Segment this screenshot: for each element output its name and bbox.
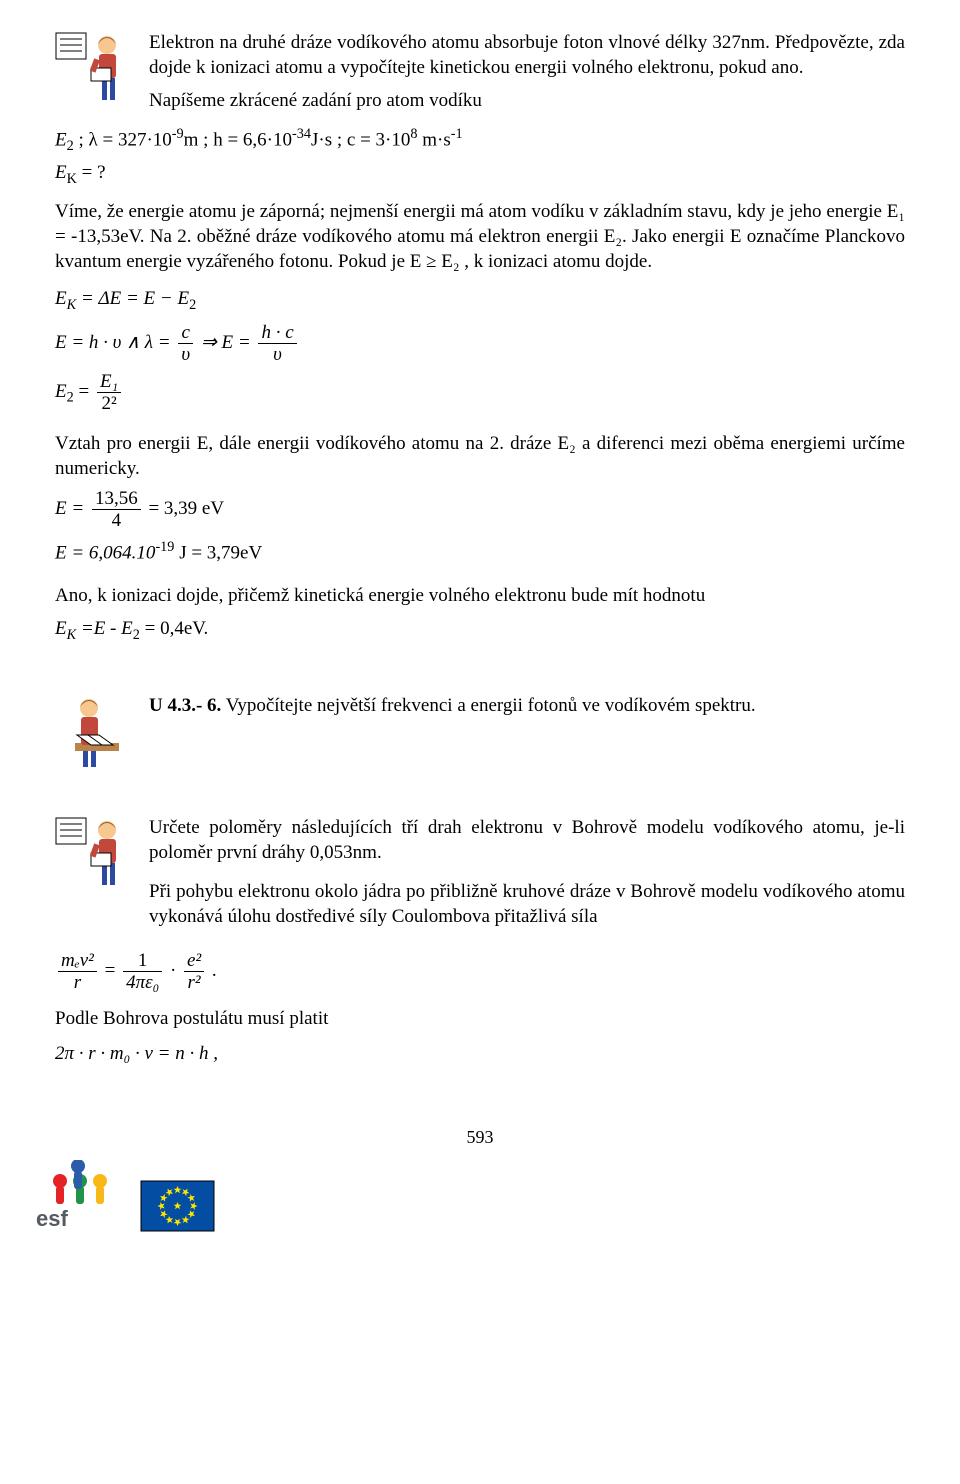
problem3-para: Při pohybu elektronu okolo jádra po přib…: [149, 879, 905, 929]
problem1-conclusion: Ano, k ionizaci dojde, přičemž kinetická…: [55, 583, 905, 608]
problem1-numeric: E = 13,564 = 3,39 eV E = 6,064.10-19 J =…: [55, 489, 905, 565]
page-number: 593: [55, 1126, 905, 1150]
problem1-given-line2: EK = ?: [55, 160, 905, 189]
footer-logos: esf: [55, 1160, 905, 1240]
problem1-given-line1: E2 ; λ = 327·10-9m ; h = 6,6·10-34J·s ; …: [55, 125, 905, 156]
problem3-title: Určete poloměry následujících tří drah e…: [149, 815, 905, 865]
problem3-eq2: 2π · r · m₀ · v = n · h ,: [55, 1041, 905, 1066]
problem1-explain2: Vztah pro energii E, dále energii vodíko…: [55, 431, 905, 481]
problem2-row: U 4.3.- 6. Vypočítejte největší frekvenc…: [55, 693, 905, 771]
student-icon: [55, 30, 133, 108]
problem1-explain1: Víme, že energie atomu je záporná; nejme…: [55, 199, 905, 274]
problem3-eq1: mₑv²r = 14πε₀ · e²r² .: [55, 951, 905, 992]
problem1-header: Elektron na druhé dráze vodíkového atomu…: [55, 30, 905, 121]
problem2-heading: U 4.3.- 6. Vypočítejte největší frekvenc…: [149, 693, 905, 718]
problem3-para2: Podle Bohrova postulátu musí platit: [55, 1006, 905, 1031]
problem1-subtitle: Napíšeme zkrácené zadání pro atom vodíku: [149, 88, 905, 113]
problem1-title: Elektron na druhé dráze vodíkového atomu…: [149, 30, 905, 80]
svg-text:esf: esf: [36, 1206, 68, 1231]
problem3-header: Určete poloměry následujících tří drah e…: [55, 815, 905, 937]
eu-flag-icon: [140, 1180, 215, 1238]
student-reading-icon: [55, 693, 133, 771]
problem1-equations: EK = ΔE = E − E2 E = h · υ ∧ λ = cυ ⇒ E …: [55, 286, 905, 413]
problem1-final-eq: EK =E - E2 = 0,4eV.: [55, 616, 905, 645]
student-icon-2: [55, 815, 133, 893]
esf-logo: esf: [30, 1160, 125, 1240]
